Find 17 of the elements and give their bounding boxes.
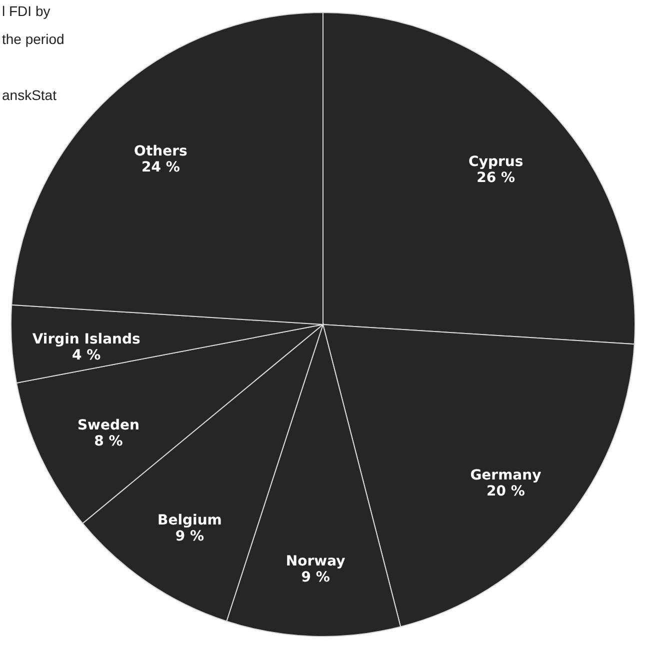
data-label: 4 % — [72, 347, 101, 364]
slice-label: Belgium — [158, 512, 222, 529]
slice-label: Sweden — [77, 417, 140, 434]
data-label: 9 % — [175, 528, 204, 545]
slice-label: Norway — [286, 554, 346, 570]
data-label: 26 % — [476, 170, 516, 186]
data-label: 24 % — [141, 160, 180, 176]
text: the period — [2, 31, 64, 47]
slice-label: Cyprus — [468, 154, 524, 170]
data-label: 20 % — [486, 484, 525, 500]
slice-label: Others — [134, 144, 188, 160]
slice-label: Virgin Islands — [32, 331, 140, 348]
slice-label: Germany — [470, 468, 542, 484]
text: anskStat — [2, 87, 57, 103]
data-label: 8 % — [94, 433, 123, 450]
text: l FDI by — [2, 3, 50, 19]
data-label: 9 % — [301, 570, 330, 586]
